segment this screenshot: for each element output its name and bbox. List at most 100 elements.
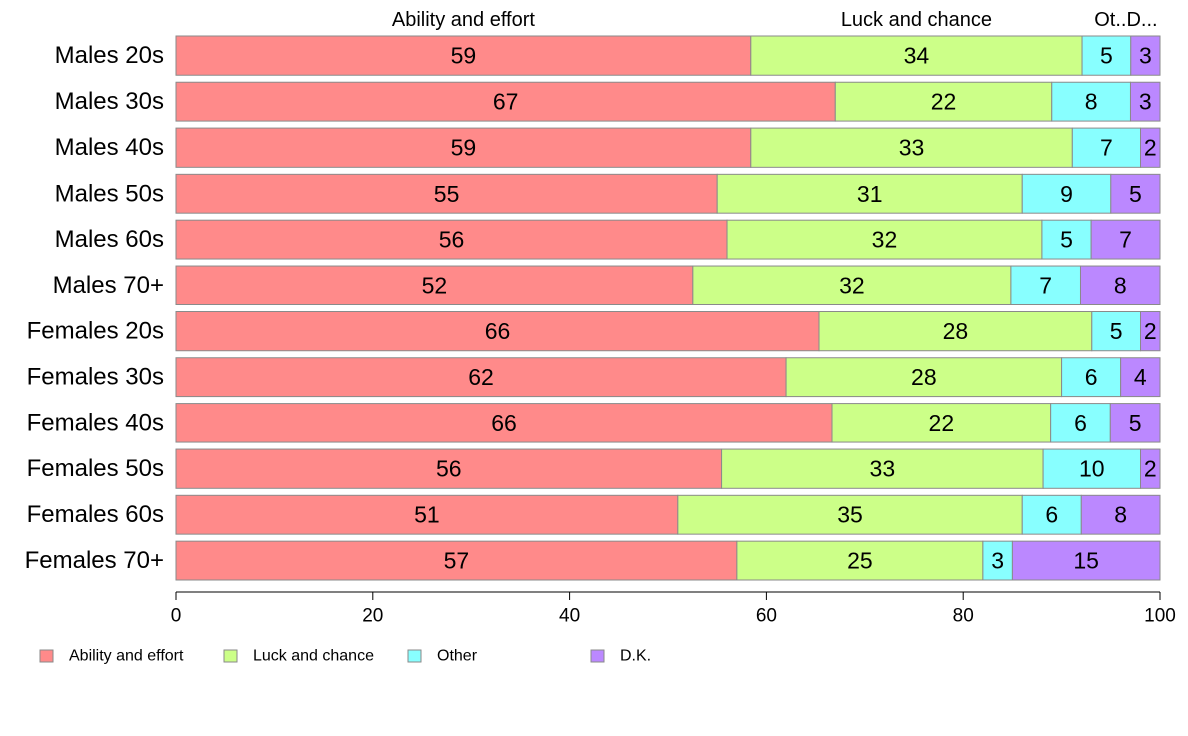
data-label: 56 <box>436 456 462 482</box>
category-label: Males 20s <box>55 42 164 69</box>
data-label: 5 <box>1100 43 1113 69</box>
bar-segment <box>175 127 752 168</box>
bar-segment <box>677 494 1023 535</box>
bar-segment <box>1081 35 1132 76</box>
bar-segment <box>1140 311 1161 352</box>
data-label: 10 <box>1079 456 1105 482</box>
bar-row: Males 20s 59 34 5 3 <box>55 35 1161 76</box>
bar-segment <box>175 219 728 260</box>
bar-segment <box>834 81 1053 122</box>
bar-row: Females 50s 56 33 10 2 <box>27 448 1161 489</box>
data-label: 59 <box>451 43 477 69</box>
category-label: Females 60s <box>27 501 164 528</box>
bar-segment <box>1130 35 1161 76</box>
x-tick-label: 60 <box>756 606 777 627</box>
legend-label: D.K. <box>620 648 651 665</box>
data-label: 25 <box>847 548 873 574</box>
bar-segment <box>1050 403 1111 443</box>
bar-segment <box>1042 448 1142 489</box>
data-label: 4 <box>1134 364 1147 390</box>
bar-segment <box>721 448 1044 489</box>
data-label: 7 <box>1100 135 1113 161</box>
top-label: Ability and effort <box>392 9 535 31</box>
x-tick-label: 0 <box>171 606 182 627</box>
bar-segment <box>785 357 1063 398</box>
bar-row: Males 60s 56 32 5 7 <box>55 219 1161 260</box>
bar-segment <box>175 81 836 122</box>
bar-segment <box>831 403 1052 443</box>
category-label: Males 30s <box>55 88 164 115</box>
data-label: 5 <box>1129 410 1142 436</box>
bar-segment <box>175 494 679 535</box>
data-label: 6 <box>1074 410 1087 436</box>
bar-segment <box>1091 311 1142 352</box>
data-label: 35 <box>837 502 863 528</box>
bar-segment <box>716 173 1023 214</box>
category-label: Females 50s <box>27 455 164 482</box>
legend-item: Luck and chance <box>223 648 374 665</box>
data-label: 2 <box>1144 135 1157 161</box>
data-label: 62 <box>468 364 494 390</box>
data-label: 22 <box>931 89 957 115</box>
legend-item: Other <box>407 648 478 665</box>
bar-row: Females 20s 66 28 5 2 <box>27 311 1161 352</box>
category-label: Males 40s <box>55 134 164 161</box>
bar-segment <box>1129 81 1161 122</box>
bar-row: Females 40s 66 22 6 5 <box>27 403 1161 443</box>
data-label: 51 <box>414 502 440 528</box>
x-tick-label: 40 <box>559 606 580 627</box>
legend-item: D.K. <box>590 648 651 665</box>
bar-segment <box>750 127 1073 168</box>
bar-segment <box>1110 173 1161 214</box>
bar-row: Males 40s 59 33 7 2 <box>55 127 1161 168</box>
top-label: Luck and chance <box>841 9 992 31</box>
bar-segment <box>1041 219 1092 260</box>
data-label: 8 <box>1114 272 1127 298</box>
data-label: 56 <box>439 227 465 253</box>
bar-row: Males 30s 67 22 8 3 <box>55 81 1161 122</box>
data-label: 66 <box>491 410 517 436</box>
bar-segment <box>1061 357 1122 398</box>
data-label: 32 <box>872 227 898 253</box>
bar-segment <box>982 540 1013 581</box>
category-label: Males 70+ <box>53 272 164 299</box>
bar-row: Females 30s 62 28 6 4 <box>27 357 1161 398</box>
bar-segment <box>175 265 694 305</box>
data-label: 3 <box>1139 89 1152 115</box>
legend-swatch <box>223 649 238 663</box>
data-label: 22 <box>929 410 955 436</box>
data-label: 2 <box>1144 456 1157 482</box>
bar-segment <box>1010 265 1081 305</box>
category-label: Females 20s <box>27 318 164 345</box>
category-label: Males 60s <box>55 226 164 253</box>
data-label: 6 <box>1085 364 1098 390</box>
legend-label: Ability and effort <box>69 648 184 665</box>
bar-segment <box>175 448 723 489</box>
data-label: 52 <box>422 272 448 298</box>
data-label: 8 <box>1114 502 1127 528</box>
bar-segment <box>1080 494 1161 535</box>
bar-segment <box>736 540 984 581</box>
bar-segment <box>175 173 718 214</box>
data-label: 55 <box>434 181 460 207</box>
legend-label: Other <box>437 648 478 665</box>
data-label: 2 <box>1144 318 1157 344</box>
x-tick-label: 100 <box>1144 606 1176 627</box>
category-label: Females 30s <box>27 364 164 391</box>
bar-segment <box>175 35 752 76</box>
legend-swatch <box>39 649 54 663</box>
data-label: 67 <box>493 89 519 115</box>
data-label: 8 <box>1085 89 1098 115</box>
data-label: 6 <box>1045 502 1058 528</box>
bar-segment <box>692 265 1012 305</box>
bar-segment <box>1021 494 1082 535</box>
bar-segment <box>175 403 833 443</box>
bar-segment <box>1051 81 1131 122</box>
bar-segment <box>175 540 738 581</box>
data-label: 57 <box>444 548 470 574</box>
bar-row: Females 60s 51 35 6 8 <box>27 494 1161 535</box>
bar-row: Males 50s 55 31 9 5 <box>55 173 1161 214</box>
data-label: 33 <box>899 135 925 161</box>
bar-segment <box>1090 219 1161 260</box>
